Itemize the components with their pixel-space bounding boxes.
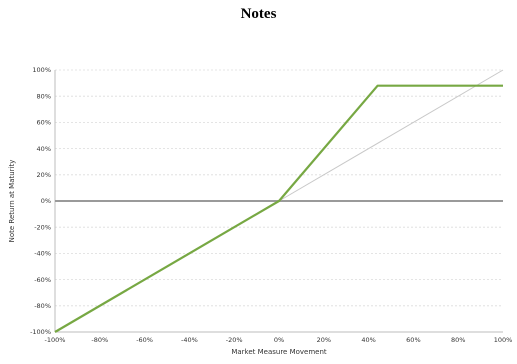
x-axis-title: Market Measure Movement: [231, 348, 327, 356]
tick-labels: -100% -80% -60% -40% -20% 0% 20% 40% 60% 80% 100% -…: [30, 66, 512, 344]
x-tick-label: 40%: [361, 336, 375, 344]
y-tick-label: -20%: [34, 223, 51, 231]
x-tick-label: 0%: [274, 336, 284, 344]
series-line-0: [54, 84, 503, 333]
x-tick-label: -60%: [136, 336, 153, 344]
y-tick-label: 40%: [37, 145, 51, 153]
x-tick-label: 60%: [406, 336, 420, 344]
series-layer: [54, 69, 504, 333]
x-tick-label: -40%: [181, 336, 198, 344]
y-tick-label: -100%: [30, 328, 51, 336]
x-tick-label: -80%: [91, 336, 108, 344]
y-tick-label: 100%: [32, 66, 51, 74]
y-tick-label: 0%: [41, 197, 51, 205]
x-tick-label: -20%: [226, 336, 243, 344]
y-tick-label: -80%: [34, 302, 51, 310]
y-tick-label: -40%: [34, 250, 51, 258]
y-axis-title: Note Return at Maturity: [8, 160, 16, 243]
y-tick-label: 80%: [37, 92, 51, 100]
x-tick-label: 80%: [451, 336, 465, 344]
y-tick-label: 20%: [37, 171, 51, 179]
x-tick-label: 20%: [317, 336, 331, 344]
x-tick-label: -100%: [45, 336, 66, 344]
page-title: Notes: [240, 6, 277, 22]
y-tick-label: -60%: [34, 276, 51, 284]
y-tick-label: 60%: [37, 119, 51, 127]
series-line-1: [278, 69, 504, 202]
x-tick-label: 100%: [494, 336, 513, 344]
